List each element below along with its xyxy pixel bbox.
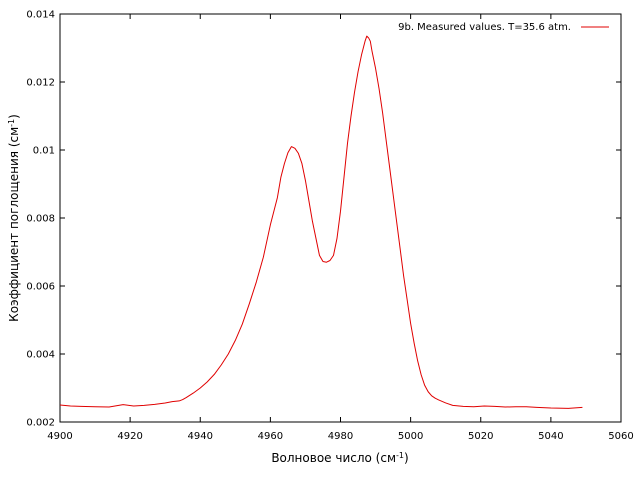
x-axis-label-text: Волновое число (см (271, 451, 396, 465)
y-tick-label: 0.01 (33, 146, 55, 157)
x-tick-label: 5000 (398, 431, 423, 442)
plot-border (59, 13, 622, 423)
y-tick-label: 0.014 (26, 10, 55, 21)
y-tick-label: 0.002 (26, 418, 55, 429)
x-ticks: 4900 4920 4940 4960 4980 5000 5020 5040 5060 (47, 14, 634, 442)
y-axis-label-sup: -1 (7, 119, 16, 127)
x-tick-label: 4900 (47, 431, 72, 442)
x-tick-label: 5040 (538, 431, 563, 442)
x-axis-label-sup: -1 (396, 451, 404, 460)
y-tick-label: 0.008 (26, 214, 55, 225)
x-tick-label: 4960 (258, 431, 283, 442)
series-line (59, 35, 583, 409)
x-tick-label: 4980 (328, 431, 353, 442)
x-tick-label: 5020 (468, 431, 493, 442)
x-tick-label: 5060 (608, 431, 633, 442)
y-axis-label-text: Коэффициент поглощения (см (7, 127, 21, 322)
y-tick-label: 0.012 (26, 78, 55, 89)
y-axis-label-tail: ) (7, 114, 21, 119)
x-axis-label-tail: ) (404, 451, 409, 465)
axes-frame (59, 13, 622, 423)
y-ticks: 0.002 0.004 0.006 0.008 0.01 0.012 0.014 (26, 10, 621, 429)
y-axis-label: Коэффициент поглощения (см-1) (7, 114, 22, 322)
x-tick-label: 4920 (117, 431, 142, 442)
y-tick-label: 0.006 (26, 282, 55, 293)
legend: 9b. Measured values. T=35.6 atm. (398, 22, 609, 33)
series-layer (59, 35, 583, 409)
legend-label: 9b. Measured values. T=35.6 atm. (398, 22, 571, 33)
x-tick-label: 4940 (188, 431, 213, 442)
y-tick-label: 0.004 (26, 350, 55, 361)
x-axis-label: Волновое число (см-1) (271, 451, 408, 466)
